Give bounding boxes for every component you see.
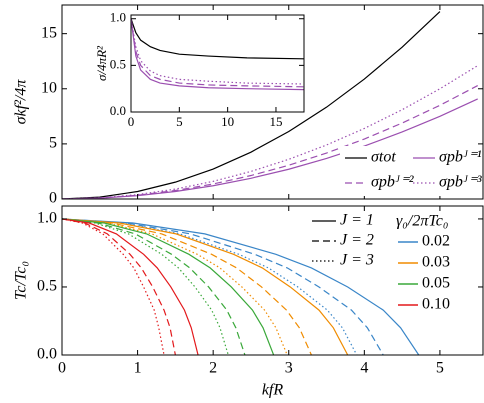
legend-label: 0.05 — [422, 275, 450, 292]
plot-layer — [131, 18, 304, 91]
series-line — [62, 218, 176, 355]
y-tick-label: 5 — [49, 135, 57, 152]
series-line — [62, 11, 441, 199]
series-line — [62, 65, 479, 199]
legend-label: J = 2 — [340, 232, 374, 249]
y-tick-label: 0.0 — [110, 103, 126, 118]
plot-area — [62, 206, 483, 355]
series-line — [62, 218, 384, 355]
plot-layer — [62, 11, 479, 199]
x-tick-label: 4 — [360, 359, 368, 376]
y-tick-label: 0.0 — [37, 346, 57, 363]
legend-label: σtot — [371, 149, 396, 166]
legend-label: 0.10 — [422, 296, 450, 313]
x-tick-label: 0 — [128, 114, 135, 129]
x-axis-label: kfR — [262, 382, 284, 399]
series-line — [62, 218, 420, 355]
legend-box — [340, 146, 480, 196]
y-axis-label: Tc/Tc₀ — [13, 261, 30, 300]
y-tick-label: 0 — [49, 190, 57, 207]
axes-frame — [61, 4, 484, 200]
series-line — [131, 18, 304, 85]
legend-label: σpbᴶ⁼³ — [439, 174, 482, 191]
series-line — [62, 218, 275, 355]
series-line — [62, 218, 199, 355]
x-tick-label: 3 — [285, 359, 293, 376]
y-tick-label: 1.0 — [110, 10, 126, 25]
x-tick-label: 1 — [134, 359, 142, 376]
series-line — [131, 18, 304, 88]
y-axis-label: σkf²/4π — [13, 79, 30, 125]
series-line — [62, 218, 246, 355]
series-line — [62, 218, 312, 355]
x-tick-label: 5 — [176, 114, 183, 129]
x-tick-label: 10 — [221, 114, 234, 129]
legend-label: J = 1 — [340, 212, 374, 229]
series-line — [62, 218, 288, 355]
y-axis-label: σ/4πR² — [94, 45, 109, 81]
y-tick-label: 0.5 — [110, 56, 126, 71]
legend-label: 0.02 — [422, 233, 450, 250]
legend-title: γ₀/2πTc₀ — [396, 213, 448, 230]
plot-area — [131, 15, 304, 112]
legend-label: J = 3 — [340, 252, 374, 269]
y-tick-label: 1.0 — [37, 210, 57, 227]
y-tick-label: 15 — [41, 24, 57, 41]
legend-label: σpbᴶ⁼¹ — [439, 149, 482, 166]
y-tick-label: 10 — [41, 79, 57, 96]
plot-layer — [62, 218, 420, 355]
series-line — [131, 18, 304, 60]
x-tick-label: 15 — [269, 114, 282, 129]
x-tick-label: 2 — [209, 359, 217, 376]
x-tick-label: 5 — [436, 359, 444, 376]
axes-frame — [61, 205, 484, 356]
series-line — [62, 218, 229, 355]
legend-label: 0.03 — [422, 254, 450, 271]
y-tick-label: 0.5 — [37, 278, 57, 295]
x-tick-label: 0 — [58, 359, 66, 376]
axes-frame — [130, 14, 305, 113]
series-line — [131, 18, 304, 91]
series-line — [62, 218, 349, 355]
series-line — [62, 218, 165, 355]
legend-label: σpbᴶ⁼² — [371, 174, 415, 191]
